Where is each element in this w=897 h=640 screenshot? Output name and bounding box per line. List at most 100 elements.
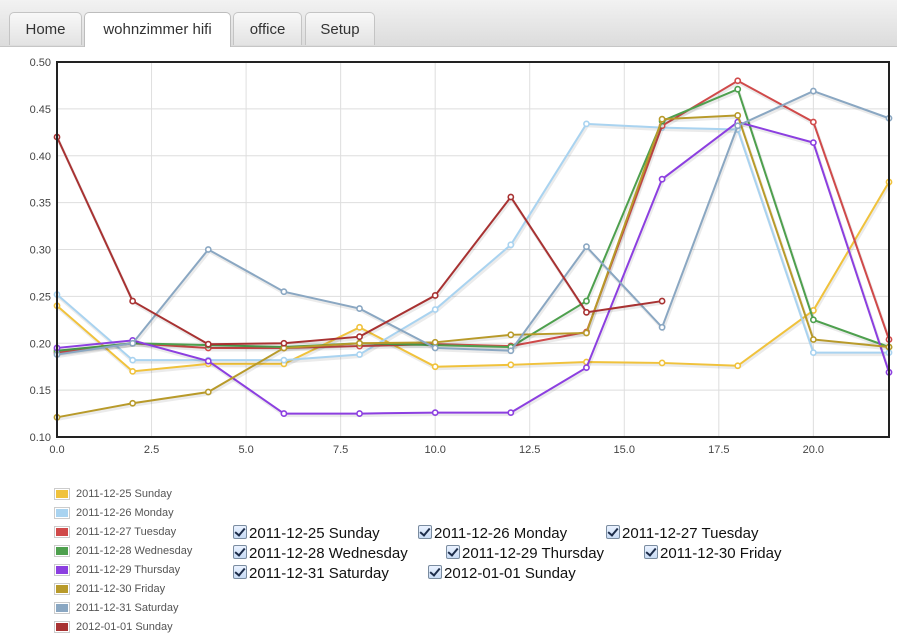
x-tick-label: 12.5 <box>519 444 540 456</box>
data-point <box>431 363 439 371</box>
toggle-label: 2011-12-26 Monday <box>434 525 568 542</box>
series-shadow <box>57 91 891 358</box>
data-point <box>356 333 363 341</box>
legend-swatch-fill <box>56 585 68 593</box>
checkbox[interactable] <box>233 545 247 559</box>
data-point <box>204 246 212 253</box>
series-toggle[interactable]: 2012-01-01 Sunday <box>428 565 576 582</box>
y-tick-label: 0.30 <box>30 245 51 257</box>
series-shadow <box>57 183 892 375</box>
data-point <box>809 316 817 324</box>
data-point <box>507 409 515 417</box>
data-point <box>280 339 288 347</box>
series-toggle[interactable]: 2011-12-31 Saturday <box>233 565 389 582</box>
x-tick-label: 10.0 <box>424 444 445 456</box>
legend-label: 2011-12-31 Saturday <box>76 602 179 614</box>
data-point <box>129 367 137 375</box>
data-point <box>356 323 363 331</box>
data-point <box>583 364 590 372</box>
series-toggle[interactable]: 2011-12-25 Sunday <box>233 525 380 542</box>
data-point <box>431 306 439 313</box>
data-point <box>507 361 515 369</box>
x-tick-label: 17.5 <box>708 444 729 456</box>
x-tick-label: 5.0 <box>238 444 253 456</box>
line-chart: 0.10 0.15 0.20 0.25 0.30 0.35 0.40 0.45 0.50 0.0 2… <box>30 57 893 456</box>
x-tick-label: 20.0 <box>803 444 824 456</box>
legend-label: 2012-01-01 Sunday <box>76 621 173 633</box>
series-line <box>56 114 890 419</box>
y-tick-label: 0.10 <box>30 432 51 444</box>
data-point <box>129 356 137 364</box>
x-tick-label: 7.5 <box>333 444 348 456</box>
data-point <box>356 339 363 347</box>
data-point <box>809 87 817 95</box>
data-point <box>356 351 363 358</box>
legend-label: 2011-12-28 Wednesday <box>76 545 193 557</box>
tab-home[interactable]: Home <box>9 12 82 45</box>
data-point <box>734 362 742 370</box>
series-toggle[interactable]: 2011-12-27 Tuesday <box>606 525 759 542</box>
series-toggle[interactable]: 2011-12-26 Monday <box>418 525 567 542</box>
checkbox[interactable] <box>644 545 658 559</box>
data-point <box>658 359 666 367</box>
legend-swatch-fill <box>56 528 68 536</box>
data-point <box>431 344 439 352</box>
data-point <box>658 297 666 305</box>
series-line <box>56 87 890 352</box>
y-tick-label: 0.15 <box>30 385 51 397</box>
data-point <box>204 357 212 365</box>
y-tick-label: 0.40 <box>30 151 51 163</box>
data-point <box>734 112 742 119</box>
series-line <box>56 120 890 415</box>
data-point <box>658 115 666 123</box>
legend-swatch <box>54 602 70 614</box>
data-point <box>658 175 666 183</box>
data-point <box>583 297 590 305</box>
y-tick-label: 0.45 <box>30 104 51 116</box>
data-point <box>507 193 515 201</box>
data-point <box>356 305 363 312</box>
series-toggle[interactable]: 2011-12-28 Wednesday <box>233 545 408 562</box>
checkbox[interactable] <box>446 545 460 559</box>
checkbox[interactable] <box>233 525 247 539</box>
data-point <box>129 339 137 347</box>
x-tick-label: 15.0 <box>614 444 635 456</box>
data-point <box>204 388 212 396</box>
series-toggle[interactable]: 2011-12-30 Friday <box>644 545 781 562</box>
checkbox[interactable] <box>233 565 247 579</box>
data-point <box>809 118 817 126</box>
y-tick-label: 0.50 <box>30 57 51 69</box>
legend-swatch <box>54 564 70 576</box>
data-point <box>658 323 666 331</box>
checkbox[interactable] <box>606 525 620 539</box>
legend-swatch <box>54 488 70 500</box>
tab-setup[interactable]: Setup <box>305 12 375 45</box>
tab-wohnzimmer-hifi[interactable]: wohnzimmer hifi <box>84 12 231 47</box>
plot-border <box>56 61 890 438</box>
data-point <box>204 340 212 348</box>
legend-swatch <box>54 545 70 557</box>
legend-swatch <box>54 583 70 595</box>
data-point <box>507 347 515 355</box>
tab-office[interactable]: office <box>233 12 302 45</box>
series-toggle[interactable]: 2011-12-29 Thursday <box>446 545 604 562</box>
y-tick-label: 0.25 <box>30 291 51 303</box>
y-tick-label: 0.35 <box>30 198 51 210</box>
data-point <box>280 356 288 364</box>
data-point <box>280 288 288 296</box>
data-point <box>280 410 288 417</box>
checkbox[interactable] <box>418 525 432 539</box>
data-point <box>809 336 817 343</box>
data-point <box>431 292 439 299</box>
legend-swatch <box>54 526 70 538</box>
data-point <box>507 241 515 249</box>
legend-label: 2011-12-29 Thursday <box>76 564 181 576</box>
checkbox[interactable] <box>428 565 442 579</box>
toggle-label: 2011-12-25 Sunday <box>249 525 380 542</box>
data-point <box>734 77 742 85</box>
chart-container: 0.10 0.15 0.20 0.25 0.30 0.35 0.40 0.45 0.50 0.0 2… <box>0 47 897 472</box>
legend-label: 2011-12-27 Tuesday <box>76 526 177 538</box>
data-point <box>431 338 439 346</box>
x-tick-label: 0.0 <box>49 444 64 456</box>
toggle-label: 2011-12-27 Tuesday <box>622 525 759 542</box>
